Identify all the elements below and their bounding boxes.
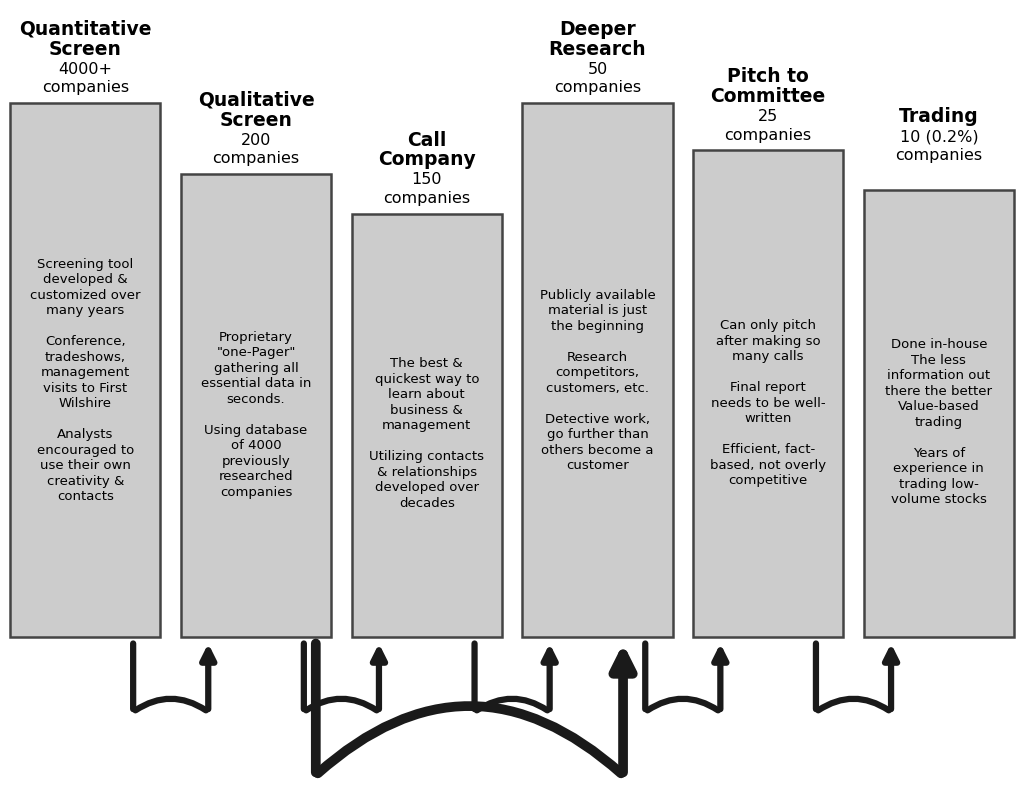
Bar	[693, 150, 844, 637]
Text: Screening tool
developed &
customized over
many years

Conference,
tradeshows,
m: Screening tool developed & customized ov…	[30, 258, 140, 503]
Bar	[10, 103, 161, 637]
Text: 4000+
companies: 4000+ companies	[42, 62, 129, 95]
Text: Qualitative
Screen: Qualitative Screen	[198, 91, 314, 130]
Bar	[351, 214, 502, 637]
Text: Quantitative
Screen: Quantitative Screen	[19, 20, 152, 59]
Text: Trading: Trading	[899, 107, 979, 126]
Text: 50
companies: 50 companies	[554, 62, 641, 95]
Text: Proprietary
"one-Pager"
gathering all
essential data in
seconds.

Using database: Proprietary "one-Pager" gathering all es…	[201, 331, 311, 498]
Text: 150
companies: 150 companies	[383, 172, 470, 206]
Text: Publicly available
material is just
the beginning

Research
competitors,
custome: Publicly available material is just the …	[540, 289, 655, 472]
Text: Call
Company: Call Company	[378, 131, 475, 169]
Text: 10 (0.2%)
companies: 10 (0.2%) companies	[895, 130, 982, 163]
Text: The best &
quickest way to
learn about
business &
management

Utilizing contacts: The best & quickest way to learn about b…	[370, 358, 484, 510]
Bar	[181, 174, 331, 637]
Bar	[522, 103, 673, 637]
Text: Can only pitch
after making so
many calls

Final report
needs to be well-
writte: Can only pitch after making so many call…	[710, 320, 826, 487]
Bar	[863, 190, 1014, 637]
Text: Done in-house
The less
information out
there the better
Value-based
trading

Yea: Done in-house The less information out t…	[886, 339, 992, 506]
Text: 25
companies: 25 companies	[725, 109, 812, 142]
Text: Deeper
Research: Deeper Research	[549, 20, 646, 59]
Text: Pitch to
Committee: Pitch to Committee	[711, 67, 825, 106]
Text: 200
companies: 200 companies	[213, 133, 300, 166]
